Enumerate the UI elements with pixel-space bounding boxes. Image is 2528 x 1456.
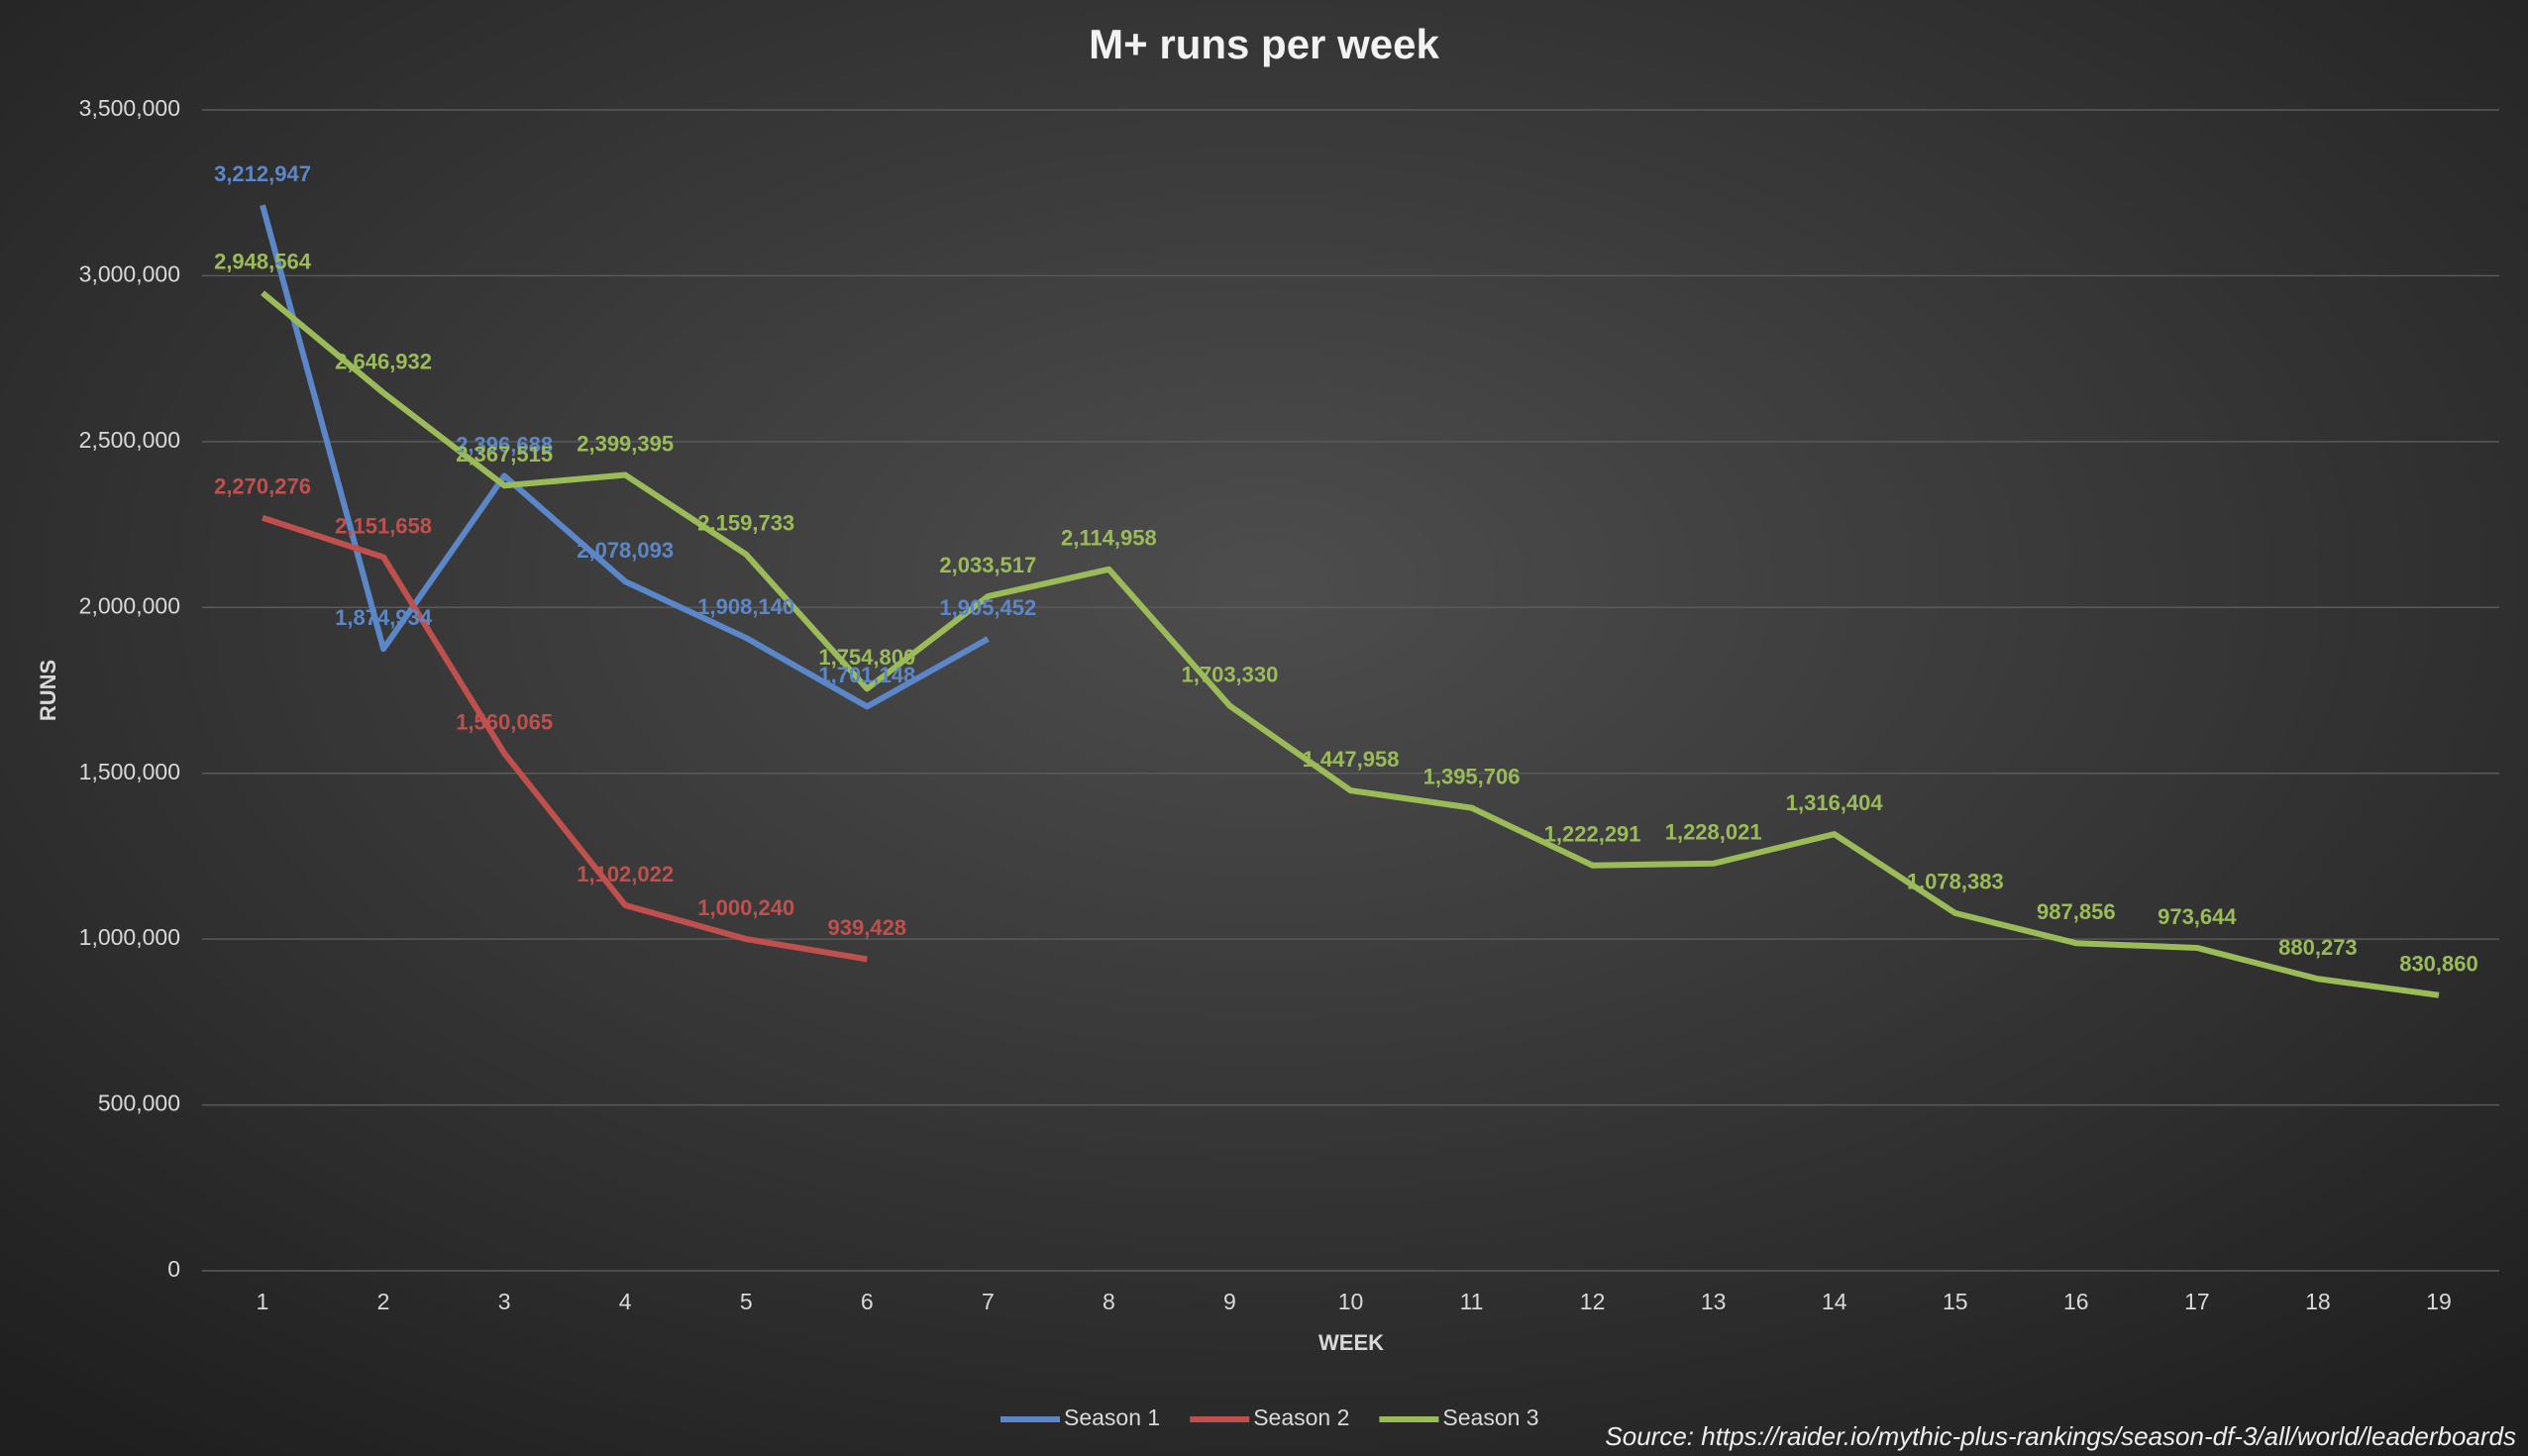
data-label: 1,228,021 (1665, 820, 1762, 845)
x-tick-label: 8 (1103, 1289, 1115, 1314)
y-tick-label: 1,500,000 (79, 759, 180, 784)
data-label: 2,396,688 (456, 432, 553, 457)
x-tick-label: 15 (1943, 1289, 1968, 1314)
data-label: 3,212,947 (214, 161, 311, 186)
x-tick-label: 5 (740, 1289, 753, 1314)
x-tick-label: 3 (498, 1289, 511, 1314)
y-tick-label: 0 (167, 1256, 180, 1282)
data-label: 1,000,240 (697, 895, 794, 920)
data-label: 830,860 (2399, 952, 2478, 977)
data-label: 880,273 (2278, 935, 2358, 960)
data-label: 1,102,022 (577, 862, 674, 886)
data-label: 1,078,383 (1907, 870, 2004, 894)
legend-label: Season 2 (1253, 1404, 1349, 1430)
x-tick-label: 7 (982, 1289, 995, 1314)
x-tick-label: 9 (1223, 1289, 1236, 1314)
data-label: 1,447,958 (1303, 747, 1400, 772)
x-tick-label: 18 (2305, 1289, 2331, 1314)
data-label: 1,395,706 (1423, 764, 1521, 788)
y-axis-label: RUNS (36, 660, 60, 721)
data-label: 1,701,148 (818, 663, 915, 687)
x-tick-label: 12 (1580, 1289, 1606, 1314)
data-label: 2,159,733 (697, 511, 794, 536)
chart-title: M+ runs per week (1089, 21, 1439, 67)
data-label: 2,646,932 (335, 349, 432, 373)
y-tick-label: 500,000 (98, 1091, 180, 1116)
x-tick-label: 2 (377, 1289, 390, 1314)
x-tick-label: 16 (2063, 1289, 2089, 1314)
source-note: Source: https://raider.io/mythic-plus-ra… (1605, 1421, 2516, 1451)
data-label: 2,270,276 (214, 474, 311, 499)
y-tick-label: 2,000,000 (79, 592, 180, 618)
y-tick-label: 3,500,000 (79, 95, 180, 121)
x-axis-label: WEEK (1318, 1330, 1384, 1355)
data-label: 2,399,395 (577, 431, 674, 456)
data-label: 2,948,564 (214, 249, 312, 273)
data-label: 1,908,140 (697, 594, 794, 619)
data-label: 2,114,958 (1061, 526, 1157, 551)
x-tick-label: 1 (257, 1289, 269, 1314)
x-tick-label: 11 (1460, 1289, 1484, 1314)
data-label: 1,316,404 (1786, 790, 1884, 815)
data-label: 1,754,800 (818, 645, 915, 670)
y-tick-label: 1,000,000 (79, 924, 180, 950)
x-tick-label: 19 (2426, 1289, 2452, 1314)
legend-label: Season 3 (1442, 1404, 1538, 1430)
x-tick-label: 14 (1822, 1289, 1847, 1314)
x-tick-label: 4 (619, 1289, 632, 1314)
data-label: 2,367,515 (456, 442, 553, 467)
data-label: 987,856 (2037, 899, 2116, 924)
x-tick-label: 13 (1701, 1289, 1727, 1314)
data-label: 1,874,934 (335, 605, 433, 630)
data-label: 973,644 (2158, 904, 2237, 929)
x-tick-label: 10 (1338, 1289, 1364, 1314)
data-label: 939,428 (828, 915, 907, 940)
data-label: 2,151,658 (335, 513, 432, 538)
data-label: 2,078,093 (577, 538, 674, 563)
x-tick-label: 6 (861, 1289, 874, 1314)
series-line (261, 290, 2440, 998)
data-label: 1,560,065 (456, 709, 553, 734)
data-label: 1,222,291 (1544, 822, 1641, 847)
legend-label: Season 1 (1064, 1404, 1160, 1430)
data-label: 1,703,330 (1182, 662, 1279, 686)
x-tick-label: 17 (2184, 1289, 2210, 1314)
series-line (262, 514, 868, 963)
data-label: 2,033,517 (939, 553, 1036, 577)
series-line (260, 204, 990, 710)
data-label: 1,905,452 (939, 595, 1036, 620)
y-tick-label: 2,500,000 (79, 427, 180, 453)
y-tick-label: 3,000,000 (79, 261, 180, 287)
